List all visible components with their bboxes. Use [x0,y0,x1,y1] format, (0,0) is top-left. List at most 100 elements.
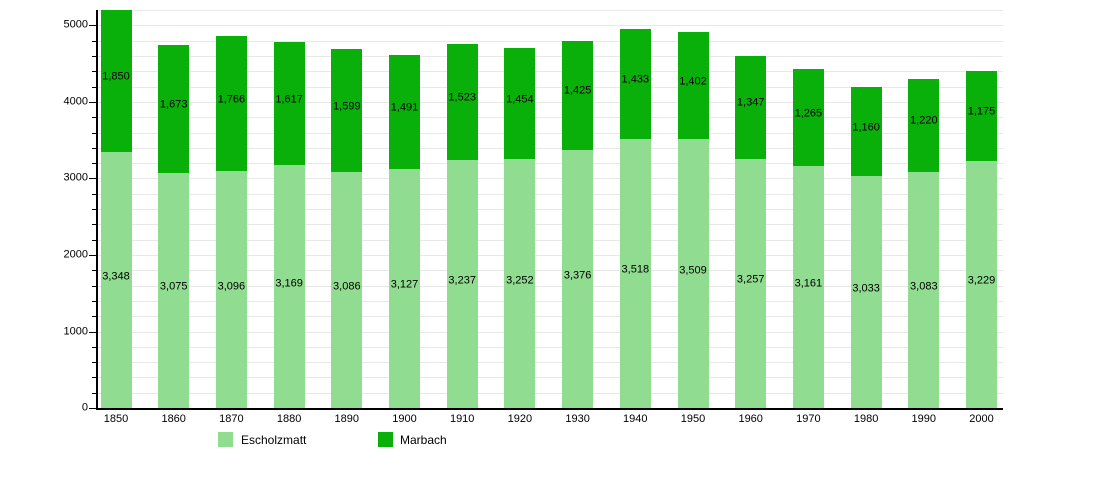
y-major-tick [89,101,96,103]
bar-value-marbach: 1,265 [794,107,823,120]
x-tick-label: 1940 [623,413,648,425]
y-gridline [98,224,1003,226]
bar-value-marbach: 1,454 [506,93,534,105]
x-tick-label: 1920 [507,413,533,425]
y-major-tick [89,178,96,180]
bar-value-marbach: 1,523 [448,91,476,104]
y-minor-tick [92,285,96,287]
bar-segment-marbach [966,70,997,161]
bar-value-marbach: 1,425 [563,84,592,97]
y-minor-tick [92,224,96,226]
y-minor-tick [92,270,96,272]
y-minor-tick [92,163,96,165]
y-gridline [98,285,1003,287]
y-minor-tick [92,377,96,379]
legend-swatch-marbach [378,432,393,447]
bar-value-escholzmatt: 3,229 [967,274,996,287]
y-gridline [98,316,1003,318]
y-minor-tick [92,86,96,88]
y-tick-label: 1000 [63,325,88,337]
bar-segment-marbach [562,40,594,150]
y-minor-tick [92,300,96,302]
legend-swatch-escholzmatt [218,432,233,447]
bar-value-escholzmatt: 3,252 [506,274,534,286]
x-tick-label: 1990 [911,413,937,425]
legend-label-marbach: Marbach [400,433,447,447]
y-gridline [98,239,1003,241]
bar-value-escholzmatt: 3,169 [275,277,303,290]
y-gridline [98,377,1003,379]
bar-value-escholzmatt: 3,161 [794,277,823,290]
bar-segment-escholzmatt [792,166,824,408]
x-tick-label: 1980 [853,413,879,425]
bar-segment-marbach [446,43,478,161]
y-gridline [98,362,1003,364]
x-tick-label: 2000 [969,413,994,425]
bar-value-escholzmatt: 3,075 [159,280,188,293]
bar-segment-escholzmatt [908,172,940,408]
y-gridline [98,86,1003,88]
bar-value-escholzmatt: 3,518 [621,263,650,276]
y-gridline [98,300,1003,302]
bar-value-marbach: 1,433 [621,73,650,86]
y-gridline [98,392,1003,394]
y-minor-tick [92,71,96,73]
y-tick-label: 3000 [63,171,88,184]
y-tick-label: 4000 [63,95,88,108]
y-major-tick [89,254,96,256]
bar-value-marbach: 1,599 [333,100,361,113]
bar-segment-escholzmatt [389,168,420,408]
bar-value-marbach: 1,766 [217,93,246,105]
bar-value-escholzmatt: 3,348 [102,270,130,283]
y-tick-label: 2000 [63,248,88,261]
bar-segment-escholzmatt [677,139,709,408]
y-gridline [98,40,1003,42]
y-gridline [98,55,1003,57]
bar-segment-escholzmatt [562,149,594,408]
y-minor-tick [92,239,96,241]
y-gridline [98,193,1003,195]
bar-segment-marbach [215,35,247,172]
bar-value-escholzmatt: 3,257 [736,273,765,286]
bar-segment-marbach [850,87,882,176]
y-gridline [98,270,1003,272]
x-tick-label: 1890 [334,413,360,425]
y-gridline [98,178,1003,180]
x-axis-line [96,408,1003,410]
y-gridline [98,346,1003,348]
bar-value-marbach: 1,160 [852,121,880,133]
bar-segment-escholzmatt [966,160,997,408]
y-minor-tick [92,346,96,348]
y-minor-tick [92,147,96,149]
y-major-tick [89,25,96,27]
bar-value-escholzmatt: 3,096 [217,280,246,292]
bar-value-escholzmatt: 3,509 [679,264,707,277]
y-tick-label: 0 [81,401,88,414]
y-minor-tick [92,362,96,364]
bar-segment-marbach [792,69,824,166]
bar-segment-escholzmatt [735,158,767,408]
y-gridline [98,71,1003,73]
bar-segment-escholzmatt [504,159,536,408]
bar-segment-escholzmatt [619,138,651,408]
bar-value-escholzmatt: 3,033 [852,282,880,295]
bar-segment-marbach [908,78,940,173]
y-axis-line [96,10,98,410]
x-tick-label: 1930 [565,413,590,425]
bar-segment-marbach [331,49,363,172]
y-gridline [98,10,1003,11]
bar-segment-marbach [735,55,767,159]
y-tick-label: 5000 [63,18,88,31]
bar-value-marbach: 1,850 [102,70,130,83]
bar-value-marbach: 1,347 [736,96,765,109]
y-gridline [98,254,1003,256]
y-gridline [98,331,1003,333]
bar-value-escholzmatt: 3,086 [333,280,361,293]
bar-value-escholzmatt: 3,083 [910,280,938,293]
y-gridline [98,209,1003,210]
x-tick-label: 1870 [219,413,244,425]
x-tick-label: 1860 [161,413,186,425]
y-minor-tick [92,117,96,119]
y-minor-tick [92,193,96,195]
